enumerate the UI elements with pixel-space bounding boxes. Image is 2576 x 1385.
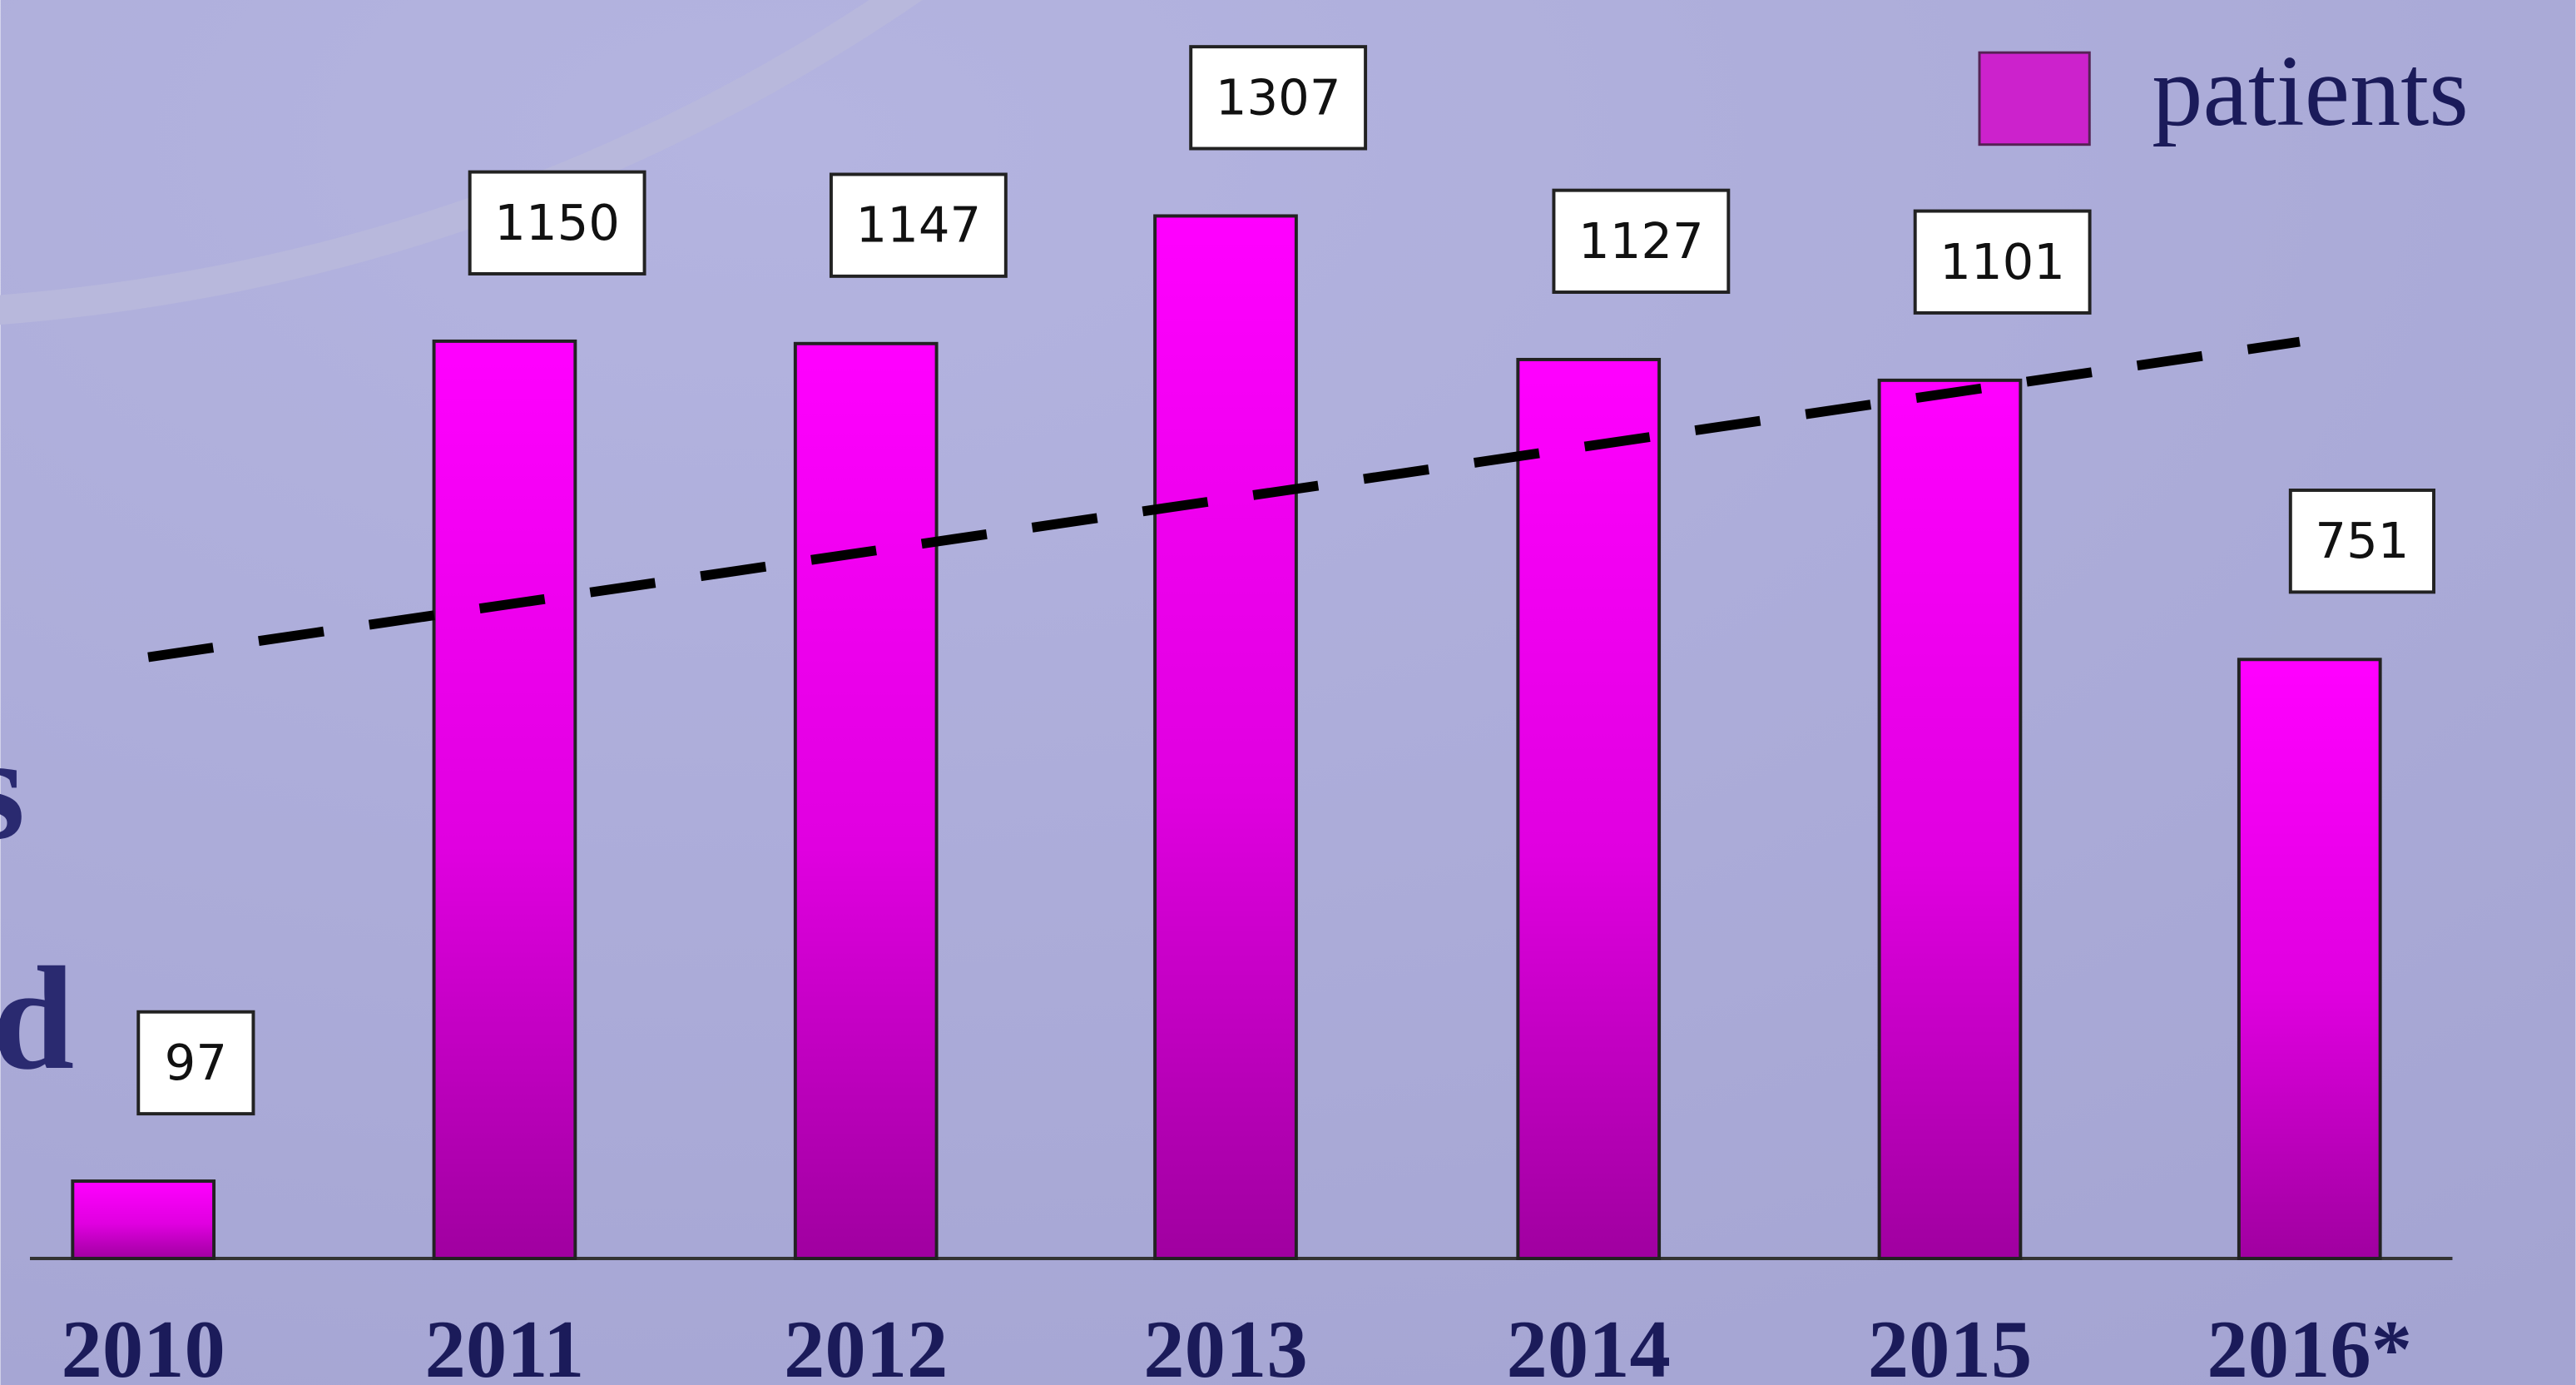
- value-label-box: [468, 170, 646, 276]
- value-label: 1101: [1939, 233, 2065, 290]
- x-tick-label: 2015: [1868, 1304, 2032, 1385]
- x-tick-label: 2010: [62, 1304, 225, 1385]
- value-label-box: [1913, 209, 2092, 315]
- value-label-box: [1189, 45, 1368, 151]
- x-tick-label: 2016*: [2207, 1304, 2412, 1385]
- value-label: 97: [165, 1034, 227, 1091]
- bar: [432, 339, 577, 1260]
- value-label: 1127: [1578, 212, 1704, 270]
- value-label-box: [136, 1010, 255, 1116]
- bar: [793, 341, 939, 1260]
- x-tick-label: 2011: [424, 1304, 584, 1385]
- bar: [71, 1179, 216, 1260]
- value-label-box: [829, 172, 1008, 278]
- value-label: 1150: [494, 194, 620, 251]
- legend-swatch: [1978, 51, 2091, 146]
- value-label: 751: [2315, 512, 2409, 569]
- value-label-box: [1552, 188, 1731, 294]
- bar: [1153, 214, 1298, 1260]
- bars: 2010 97 2011 1150 2012 1147 2013 1307 2014 1127 20…: [62, 45, 2436, 1385]
- annotation: s: [0, 707, 25, 871]
- legend-label: patients: [2152, 35, 2469, 147]
- value-label: 1307: [1216, 68, 1341, 126]
- x-tick-label: 2012: [784, 1304, 948, 1385]
- bar: [1877, 378, 2023, 1260]
- annotation: ed: [0, 937, 74, 1100]
- bar: [1516, 357, 1662, 1260]
- value-label-box: [2288, 489, 2436, 594]
- trend-line: [147, 336, 2301, 663]
- bar: [2237, 658, 2382, 1260]
- x-tick-label: 2013: [1143, 1304, 1307, 1385]
- value-label: 1147: [856, 196, 982, 254]
- x-tick-label: 2014: [1507, 1304, 1671, 1385]
